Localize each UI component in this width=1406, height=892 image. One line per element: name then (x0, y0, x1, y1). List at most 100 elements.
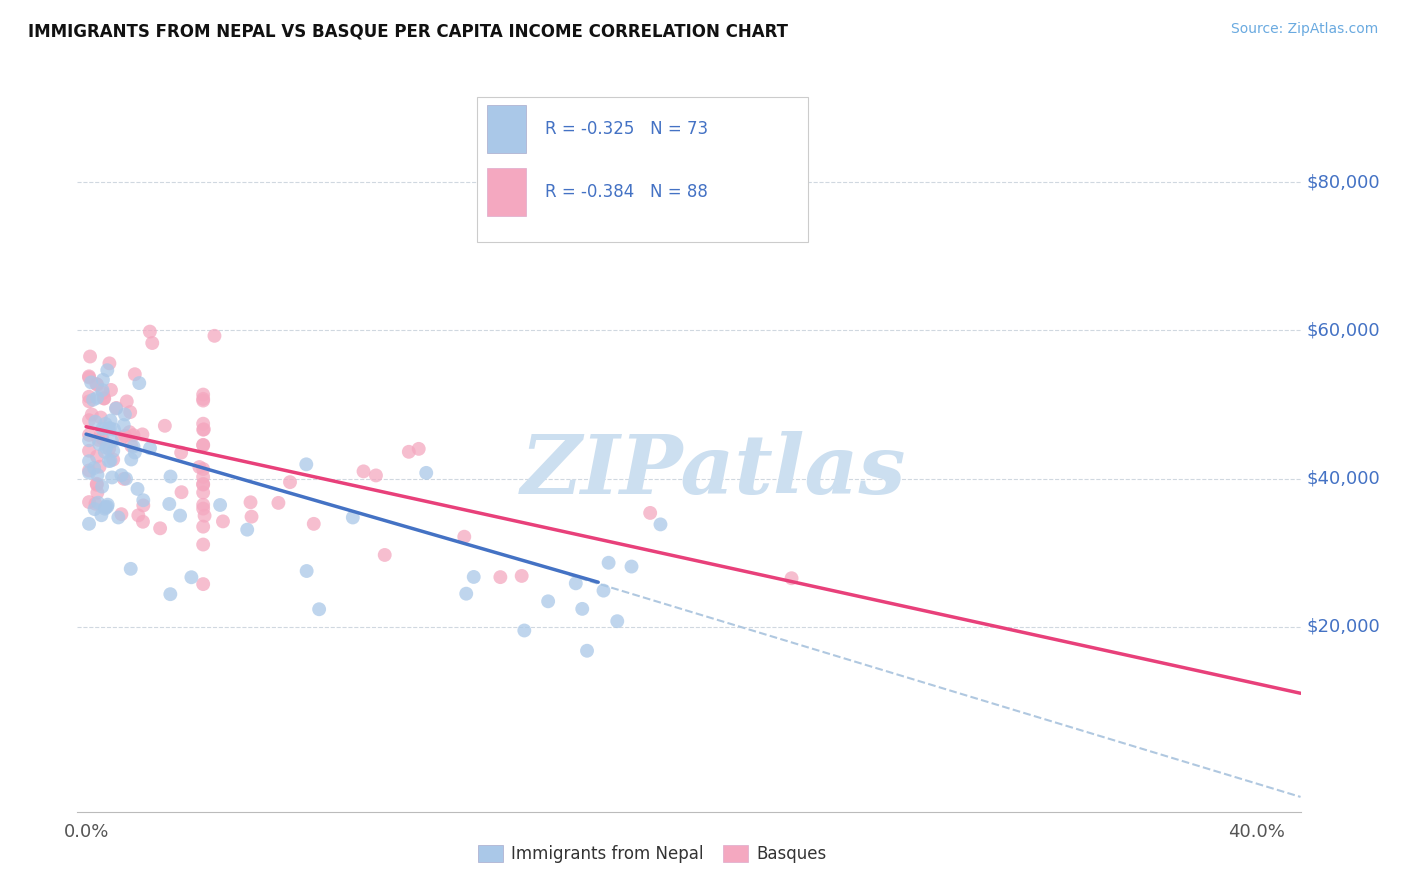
Point (780, 571, 803, 585)
FancyBboxPatch shape (486, 168, 526, 216)
Point (124, 445, 146, 459)
Point (77, 443, 100, 458)
Point (489, 570, 512, 584)
Point (650, 517, 672, 532)
Point (398, 445, 420, 459)
Point (115, 472, 138, 486)
Point (93, 392, 115, 406)
Point (191, 477, 214, 491)
Point (240, 509, 263, 524)
Text: $20,000: $20,000 (1306, 617, 1381, 636)
Point (98, 356, 121, 370)
Point (122, 440, 145, 454)
Point (98, 442, 121, 456)
Point (191, 392, 214, 406)
Point (120, 405, 142, 419)
Point (86, 478, 108, 492)
Point (191, 519, 214, 533)
Point (84, 497, 107, 511)
Point (342, 510, 364, 524)
Point (91, 373, 114, 387)
Point (104, 401, 127, 416)
Point (91, 480, 114, 494)
Point (79, 350, 101, 364)
Text: $80,000: $80,000 (1306, 173, 1381, 192)
Text: R = -0.384   N = 88: R = -0.384 N = 88 (544, 183, 707, 201)
Point (120, 452, 142, 467)
Point (86, 377, 108, 392)
Point (576, 644, 599, 658)
Point (191, 462, 214, 476)
Point (105, 401, 128, 415)
Point (101, 470, 124, 484)
Point (87, 433, 110, 447)
Point (353, 464, 375, 478)
Point (96, 441, 118, 455)
Point (408, 442, 430, 456)
Point (191, 438, 214, 452)
Point (191, 485, 214, 500)
Point (302, 516, 325, 531)
Point (191, 477, 214, 491)
Point (364, 468, 387, 483)
Point (94, 417, 117, 431)
Point (77, 516, 100, 531)
Point (127, 508, 149, 523)
Point (77, 413, 100, 427)
Point (91, 422, 114, 436)
Point (191, 470, 214, 484)
Point (191, 393, 214, 408)
Point (77, 463, 100, 477)
Point (638, 506, 661, 520)
Point (91, 386, 114, 401)
Point (170, 445, 193, 459)
Point (537, 594, 560, 608)
Point (89, 459, 111, 474)
Point (169, 508, 191, 523)
Text: ZIPatlas: ZIPatlas (520, 431, 905, 511)
Point (115, 394, 138, 409)
Point (83, 502, 105, 516)
Point (94, 445, 117, 459)
Point (415, 466, 437, 480)
Point (89, 437, 111, 451)
Point (191, 498, 214, 512)
Point (100, 413, 122, 427)
Point (191, 423, 214, 437)
Point (97, 498, 120, 512)
Point (86, 377, 108, 392)
Point (114, 408, 136, 422)
Point (97, 422, 120, 436)
Point (131, 427, 153, 442)
Point (90, 410, 112, 425)
Point (120, 439, 142, 453)
Point (139, 441, 162, 455)
Point (180, 570, 202, 584)
Point (513, 624, 536, 638)
Point (86, 450, 108, 464)
Point (84, 415, 107, 429)
Point (77, 454, 100, 468)
Point (77, 466, 100, 480)
Point (141, 336, 163, 351)
Point (86, 467, 108, 482)
Point (90, 427, 112, 442)
Point (101, 434, 124, 449)
Point (124, 368, 146, 382)
Point (132, 493, 155, 508)
Point (159, 469, 181, 483)
Point (110, 507, 132, 521)
Point (374, 548, 396, 562)
Point (80, 376, 103, 390)
Point (120, 562, 142, 576)
Point (132, 499, 155, 513)
Point (94, 501, 117, 516)
Point (188, 460, 211, 475)
Point (592, 583, 614, 598)
Point (191, 577, 214, 591)
Point (191, 501, 214, 516)
Point (132, 515, 155, 529)
Point (83, 461, 105, 475)
Text: Source: ZipAtlas.com: Source: ZipAtlas.com (1230, 22, 1378, 37)
Point (91, 383, 114, 397)
